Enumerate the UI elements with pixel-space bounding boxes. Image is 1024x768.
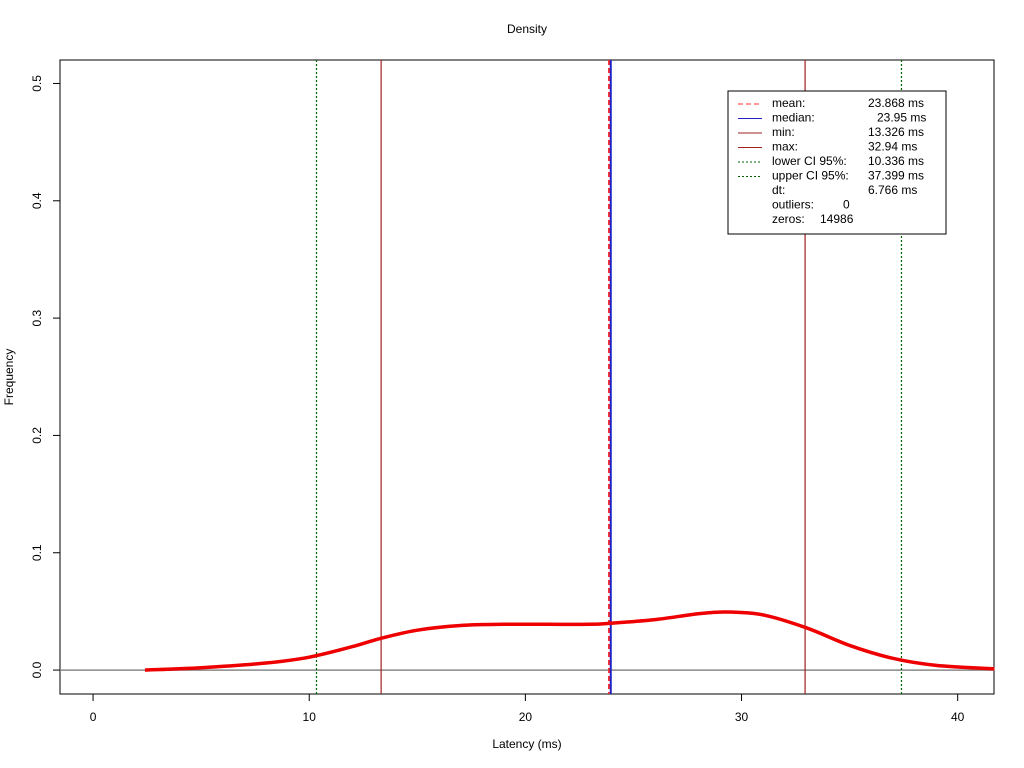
legend-value: 6.766 ms	[868, 183, 917, 197]
legend-value: 13.326 ms	[868, 125, 924, 139]
legend-label: median:	[772, 111, 815, 125]
legend-value: 0	[843, 198, 850, 212]
y-tick-label: 0.3	[30, 309, 44, 326]
legend-label: upper CI 95%:	[772, 169, 849, 183]
y-tick-label: 0.5	[30, 75, 44, 92]
legend-label: dt:	[772, 183, 785, 197]
legend-label: mean:	[772, 96, 805, 110]
legend-value: 32.94 ms	[868, 140, 917, 154]
x-tick-label: 20	[519, 710, 533, 724]
legend-label: max:	[772, 140, 798, 154]
x-tick-label: 0	[90, 710, 97, 724]
plot-frame	[59, 59, 995, 695]
y-tick-label: 0.1	[30, 544, 44, 561]
y-tick-label: 0.0	[30, 661, 44, 678]
legend-label: zeros:	[772, 212, 805, 226]
legend-value: 23.868 ms	[868, 96, 924, 110]
legend-value: 23.95 ms	[877, 111, 926, 125]
legend-value: 14986	[820, 212, 854, 226]
legend-label: outliers:	[772, 198, 814, 212]
y-axis-label: Frequency	[2, 349, 16, 406]
legend-box	[727, 90, 947, 235]
legend-label: min:	[772, 125, 795, 139]
y-tick-label: 0.2	[30, 427, 44, 444]
density-curve	[144, 610, 995, 672]
y-tick-label: 0.4	[30, 192, 44, 209]
x-tick-label: 40	[951, 710, 965, 724]
legend-label: lower CI 95%:	[772, 154, 847, 168]
chart-title: Density	[507, 22, 547, 36]
x-tick-label: 30	[735, 710, 749, 724]
x-tick-label: 10	[303, 710, 317, 724]
x-axis-label: Latency (ms)	[492, 737, 561, 751]
legend-value: 37.399 ms	[868, 169, 924, 183]
legend-value: 10.336 ms	[868, 154, 924, 168]
